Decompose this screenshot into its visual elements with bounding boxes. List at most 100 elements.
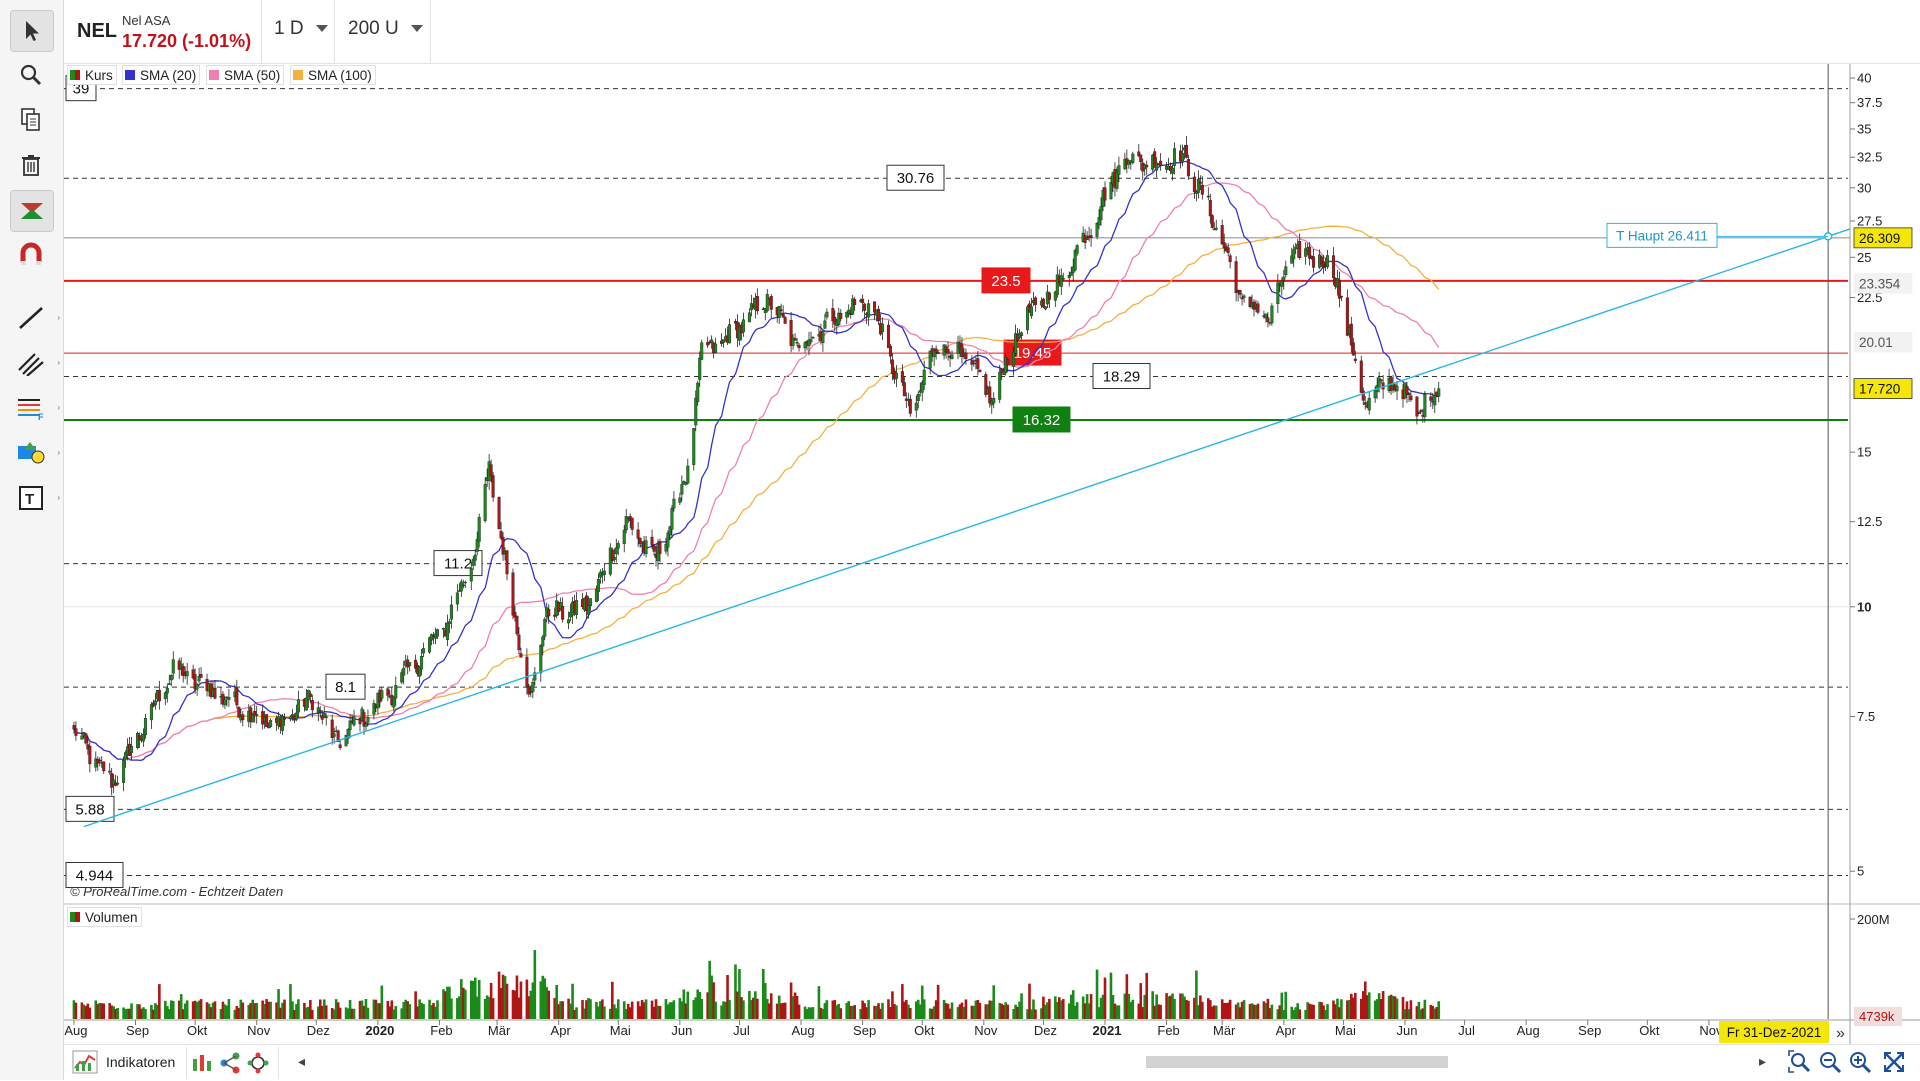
legend-volume[interactable]: Volumen: [67, 907, 142, 927]
candle: [596, 578, 600, 592]
interval-dropdown[interactable]: 1 D: [274, 18, 328, 40]
volume-bar: [819, 1007, 823, 1019]
volume-bar: [400, 1008, 404, 1019]
candle: [1059, 275, 1063, 287]
trend-line: [83, 228, 1851, 828]
horizontal-scrollbar[interactable]: [1146, 1056, 1448, 1068]
candle: [1226, 247, 1230, 253]
volume-bar: [1183, 996, 1186, 1019]
zoom-in-icon[interactable]: [1848, 1050, 1872, 1079]
volume-bar: [1095, 969, 1099, 1019]
line-tool-icon[interactable]: ›: [10, 298, 60, 338]
volume-bar: [1115, 1005, 1119, 1019]
candle: [946, 349, 950, 354]
candle: [765, 294, 769, 312]
candle: [157, 689, 161, 702]
volume-bar: [249, 1002, 253, 1019]
candle: [861, 298, 865, 304]
volume-bar: [72, 1000, 76, 1019]
volume-bar: [1387, 995, 1391, 1019]
candle: [567, 619, 571, 624]
volume-bar: [767, 1003, 771, 1019]
volume-bar: [338, 1007, 342, 1019]
candle: [149, 704, 153, 721]
indicators-button[interactable]: Indikatoren: [72, 1050, 175, 1074]
add-indicator-icon[interactable]: [190, 1051, 214, 1080]
candle: [461, 584, 465, 587]
candle: [1222, 242, 1226, 249]
candle: [1240, 297, 1244, 300]
share-icon[interactable]: [218, 1051, 242, 1080]
candle: [197, 676, 201, 682]
volume-bar: [791, 996, 795, 1019]
volume-bar: [614, 1008, 618, 1019]
candle: [237, 706, 241, 718]
volume-bar: [1381, 991, 1385, 1019]
y-tick-label: 12.5: [1857, 514, 1882, 529]
volume-bar: [1101, 994, 1105, 1019]
volume-bar: [754, 991, 757, 1019]
symbol-label[interactable]: NEL: [77, 20, 117, 42]
volume-bar: [1415, 1006, 1419, 1019]
legend-kurs[interactable]: Kurs: [67, 65, 117, 85]
fullscreen-icon[interactable]: [1882, 1050, 1906, 1079]
candle: [241, 714, 245, 721]
next-date-icon[interactable]: »: [1836, 1025, 1845, 1042]
volume-bar: [650, 1000, 654, 1019]
volume-bar: [553, 998, 556, 1019]
volume-bar: [1207, 998, 1210, 1019]
trend-tool-icon[interactable]: [10, 190, 54, 232]
candle: [1326, 255, 1330, 268]
candle: [1186, 159, 1190, 177]
volume-bar: [505, 983, 509, 1019]
zoom-icon[interactable]: [10, 55, 52, 95]
volume-bar: [1431, 1005, 1435, 1019]
candle: [473, 554, 477, 561]
candle: [795, 341, 799, 344]
volume-bar: [199, 999, 203, 1019]
legend-sma100[interactable]: SMA (100): [290, 65, 376, 85]
alert-icon[interactable]: [246, 1051, 270, 1080]
level-label: 4.944: [76, 867, 114, 884]
volume-bar: [460, 979, 463, 1019]
candle: [616, 543, 620, 549]
scroll-right-icon[interactable]: ▸: [1759, 1053, 1767, 1069]
candle: [430, 634, 434, 641]
legend-sma20[interactable]: SMA (20): [122, 65, 201, 85]
volume-bar: [100, 1003, 104, 1019]
candle: [1014, 333, 1018, 354]
candle: [80, 735, 84, 740]
volume-bar: [295, 1004, 298, 1019]
volume-bar: [670, 1002, 674, 1019]
level-label-box: [886, 164, 945, 191]
shapes-tool-icon[interactable]: ›: [10, 433, 60, 473]
text-tool-icon[interactable]: T ›: [10, 478, 60, 518]
legend-sma50[interactable]: SMA (50): [206, 65, 285, 85]
volume-bar: [485, 995, 489, 1019]
units-dropdown[interactable]: 200 U: [348, 18, 423, 40]
candle: [435, 629, 439, 637]
trash-icon[interactable]: [10, 145, 52, 185]
zoom-out-icon[interactable]: [1818, 1050, 1842, 1079]
fibonacci-tool-icon[interactable]: F ›: [18, 399, 60, 421]
channel-tool-icon[interactable]: ›: [10, 343, 60, 383]
volume-bar: [1379, 999, 1383, 1019]
pointer-icon[interactable]: [10, 10, 54, 52]
volume-bar: [779, 1003, 783, 1019]
scroll-left-icon[interactable]: ◂: [298, 1053, 306, 1069]
zoom-fit-icon[interactable]: [1788, 1050, 1812, 1079]
candle: [122, 760, 126, 783]
copy-icon[interactable]: [10, 100, 52, 140]
volume-bar: [783, 1002, 787, 1019]
candle: [1266, 317, 1270, 322]
candle: [998, 372, 1002, 400]
magnet-icon[interactable]: [10, 235, 52, 275]
volume-bar: [668, 1002, 672, 1019]
volume-bar: [960, 1002, 964, 1019]
volume-bar: [823, 1003, 827, 1019]
volume-bar: [1348, 999, 1351, 1019]
volume-bar: [640, 1000, 644, 1019]
y-tick-label: 10: [1857, 599, 1871, 614]
candle: [670, 508, 674, 530]
